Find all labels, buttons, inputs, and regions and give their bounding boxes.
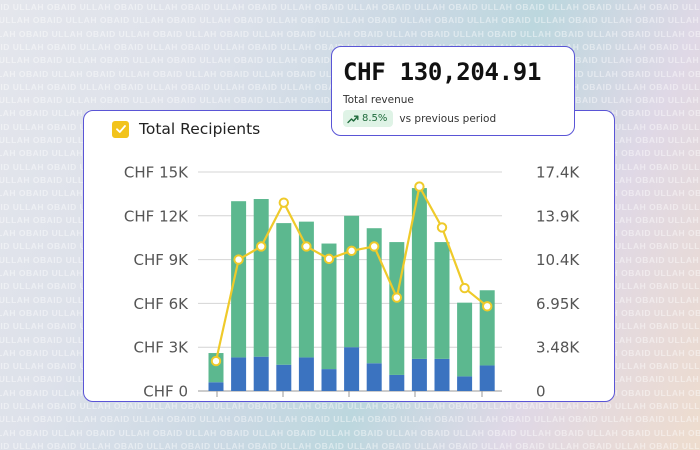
trend-point [301,241,312,252]
bar-segment-blue [344,347,360,391]
bar-segment-blue [366,363,382,391]
bar-segment-blue [457,376,473,391]
trend-up-icon [347,115,359,123]
growth-badge: 8.5% [343,110,394,127]
bar-segment-blue [434,358,450,391]
total-revenue-label: Total revenue [343,94,414,106]
trend-point [459,282,470,294]
bar-segment-blue [321,369,337,391]
total-revenue-popup: CHF 130,204.91 Total revenue 8.5% vs pre… [331,46,575,136]
watermark-text: OBAID ULLAH OBAID ULLAH OBAID ULLAH OBAI… [0,440,700,450]
trend-point [482,301,493,312]
checkbox-checked-icon[interactable] [112,120,129,138]
bar-segment-blue [411,358,427,391]
watermark-text: OBAID ULLAH OBAID ULLAH OBAID ULLAH OBAI… [0,427,700,438]
bar-segment-green [276,223,292,365]
trend-point [436,222,448,233]
trend-point [233,254,244,265]
bar-segment-green [253,199,269,357]
bar-segment-blue [208,382,224,391]
bar-segment-green [298,221,314,358]
card-title: Total Recipients [139,120,261,138]
trend-point [256,241,267,252]
y-left-tick-label: CHF 12K [124,207,189,225]
watermark-text: OBAID ULLAH OBAID ULLAH OBAID ULLAH OBAI… [0,401,700,411]
bar-segment-green [389,242,405,375]
y-left-tick-label: CHF 3K [133,339,189,357]
y-right-tick-label: 17.4K [536,164,580,182]
bar-segment-green [344,215,360,348]
bar-segment-blue [231,357,247,391]
y-left-tick-label: CHF 0 [143,383,188,401]
watermark-text: OBAID ULLAH OBAID ULLAH OBAID ULLAH OBAI… [0,414,700,425]
y-right-tick-label: 0 [536,383,546,401]
bar-segment-blue [276,364,292,391]
watermark-text: OBAID ULLAH OBAID ULLAH OBAID ULLAH OBAI… [0,15,700,26]
y-right-tick-label: 13.9K [536,207,580,225]
bar-segment-green [411,188,427,359]
bar-segment-blue [298,357,314,391]
trend-point [278,197,289,208]
y-right-tick-label: 3.48K [536,339,580,357]
bar-segment-green [457,302,473,377]
trend-point [323,253,335,265]
bar-segment-green [231,201,247,358]
trend-point [369,241,380,252]
trend-point [346,245,357,257]
bar-segment-blue [253,356,269,391]
y-left-tick-label: CHF 9K [133,251,189,269]
y-left-tick-label: CHF 15K [124,164,189,182]
comparison-text: vs previous period [399,112,497,125]
total-revenue-value: CHF 130,204.91 [343,58,542,86]
y-left-tick-label: CHF 6K [133,295,189,313]
y-right-tick-label: 10.4K [536,251,580,269]
trend-point [414,181,425,192]
card-header: Total Recipients [112,120,260,138]
trend-point [391,292,402,303]
bar-segment-green [366,228,382,364]
bar-segment-green [434,242,450,359]
bar-segment-green [321,243,337,370]
y-right-tick-label: 6.95K [536,295,580,313]
bar-segment-blue [479,365,495,391]
bar-segment-blue [389,374,405,391]
growth-percent: 8.5% [362,113,388,124]
watermark-text: OBAID ULLAH OBAID ULLAH OBAID ULLAH OBAI… [0,2,700,12]
trend-point [210,355,222,367]
watermark-text: OBAID ULLAH OBAID ULLAH OBAID ULLAH OBAI… [0,28,700,39]
growth-row: 8.5% vs previous period [343,110,496,127]
